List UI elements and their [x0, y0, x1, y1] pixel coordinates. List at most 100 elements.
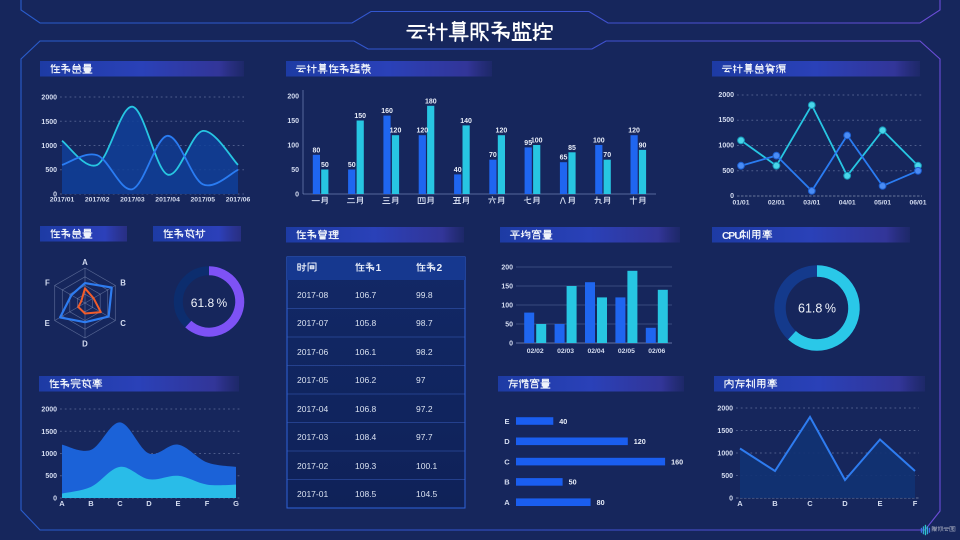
svg-text:G: G — [233, 499, 239, 508]
svg-text:F: F — [913, 499, 918, 508]
svg-text:106.8: 106.8 — [355, 404, 377, 414]
svg-text:02/03: 02/03 — [557, 348, 574, 355]
svg-text:0: 0 — [53, 192, 57, 199]
svg-text:1000: 1000 — [718, 143, 734, 150]
svg-text:F: F — [45, 279, 50, 288]
svg-text:2: 2 — [437, 263, 443, 274]
svg-text:C: C — [722, 230, 730, 242]
svg-text:108.5: 108.5 — [355, 489, 377, 499]
svg-text:40: 40 — [559, 417, 567, 426]
svg-text:150: 150 — [354, 113, 366, 120]
svg-text:500: 500 — [721, 473, 733, 480]
svg-text:61.8 %: 61.8 % — [191, 296, 228, 310]
svg-text:97.2: 97.2 — [416, 404, 433, 414]
svg-text:2000: 2000 — [717, 406, 733, 413]
svg-text:100.1: 100.1 — [416, 461, 438, 471]
svg-text:97: 97 — [416, 375, 426, 385]
svg-text:100: 100 — [531, 138, 543, 145]
svg-text:0: 0 — [53, 496, 57, 503]
svg-text:1500: 1500 — [718, 117, 734, 124]
svg-text:2017-01: 2017-01 — [297, 489, 328, 499]
svg-text:50: 50 — [321, 162, 329, 169]
svg-text:95: 95 — [524, 140, 532, 147]
svg-text:0: 0 — [295, 192, 299, 199]
svg-text:160: 160 — [671, 457, 683, 466]
svg-text:02/05: 02/05 — [618, 348, 635, 355]
svg-text:2017-05: 2017-05 — [297, 375, 328, 385]
svg-text:02/06: 02/06 — [648, 348, 665, 355]
svg-text:F: F — [205, 499, 210, 508]
svg-text:2017-04: 2017-04 — [297, 404, 328, 414]
svg-text:70: 70 — [489, 152, 497, 159]
svg-text:1000: 1000 — [717, 451, 733, 458]
svg-text:2017/04: 2017/04 — [155, 197, 180, 204]
svg-text:05/01: 05/01 — [874, 200, 891, 207]
svg-text:A: A — [504, 498, 510, 507]
svg-text:50: 50 — [505, 322, 513, 329]
svg-text:2017-03: 2017-03 — [297, 432, 328, 442]
svg-text:2017-06: 2017-06 — [297, 347, 328, 357]
svg-text:97.7: 97.7 — [416, 432, 433, 442]
svg-text:D: D — [842, 499, 848, 508]
svg-text:E: E — [175, 499, 180, 508]
svg-text:500: 500 — [45, 473, 57, 480]
svg-text:U: U — [734, 230, 742, 242]
svg-text:02/02: 02/02 — [527, 348, 544, 355]
svg-text:2017/01: 2017/01 — [50, 197, 75, 204]
svg-text:C: C — [117, 499, 123, 508]
svg-text:200: 200 — [501, 265, 513, 272]
svg-text:06/01: 06/01 — [909, 200, 926, 207]
svg-text:1500: 1500 — [41, 429, 57, 436]
svg-text:2017-02: 2017-02 — [297, 461, 328, 471]
svg-text:1000: 1000 — [41, 451, 57, 458]
svg-text:40: 40 — [454, 167, 462, 174]
svg-text:104.5: 104.5 — [416, 489, 438, 499]
svg-text:C: C — [120, 319, 126, 328]
svg-text:1500: 1500 — [717, 428, 733, 435]
svg-text:80: 80 — [597, 498, 605, 507]
svg-text:106.2: 106.2 — [355, 375, 377, 385]
svg-text:150: 150 — [501, 284, 513, 291]
svg-text:A: A — [737, 499, 743, 508]
svg-text:160: 160 — [381, 108, 393, 115]
svg-text:200: 200 — [287, 94, 299, 101]
svg-text:2017/05: 2017/05 — [191, 197, 216, 204]
svg-text:B: B — [120, 279, 126, 288]
svg-text:109.3: 109.3 — [355, 461, 377, 471]
svg-text:0: 0 — [509, 341, 513, 348]
svg-text:65: 65 — [560, 155, 568, 162]
svg-text:100: 100 — [501, 303, 513, 310]
svg-text:A: A — [59, 499, 65, 508]
svg-text:100: 100 — [593, 138, 605, 145]
svg-text:A: A — [82, 258, 88, 267]
svg-text:2017/03: 2017/03 — [120, 197, 145, 204]
svg-text:100: 100 — [287, 143, 299, 150]
svg-text:D: D — [146, 499, 152, 508]
svg-text:50: 50 — [348, 162, 356, 169]
svg-text:2017/02: 2017/02 — [85, 197, 110, 204]
svg-text:E: E — [504, 417, 509, 426]
svg-text:E: E — [877, 499, 882, 508]
svg-text:04/01: 04/01 — [839, 200, 856, 207]
svg-text:99.8: 99.8 — [416, 290, 433, 300]
svg-text:120: 120 — [628, 128, 640, 135]
svg-text:D: D — [504, 437, 510, 446]
svg-text:2000: 2000 — [41, 95, 57, 102]
svg-text:2017-08: 2017-08 — [297, 290, 328, 300]
svg-text:106.1: 106.1 — [355, 347, 377, 357]
svg-text:2000: 2000 — [718, 92, 734, 99]
svg-text:03/01: 03/01 — [803, 200, 820, 207]
svg-text:1000: 1000 — [41, 143, 57, 150]
svg-text:50: 50 — [569, 478, 577, 487]
svg-text:80: 80 — [313, 147, 321, 154]
svg-text:02/04: 02/04 — [587, 348, 604, 355]
svg-text:105.8: 105.8 — [355, 318, 377, 328]
svg-text:0: 0 — [729, 496, 733, 503]
svg-text:98.7: 98.7 — [416, 318, 433, 328]
svg-text:P: P — [728, 230, 735, 242]
svg-text:150: 150 — [287, 118, 299, 125]
svg-text:61.8 %: 61.8 % — [798, 302, 836, 316]
svg-text:120: 120 — [634, 437, 646, 446]
svg-text:70: 70 — [603, 152, 611, 159]
svg-text:50: 50 — [291, 167, 299, 174]
